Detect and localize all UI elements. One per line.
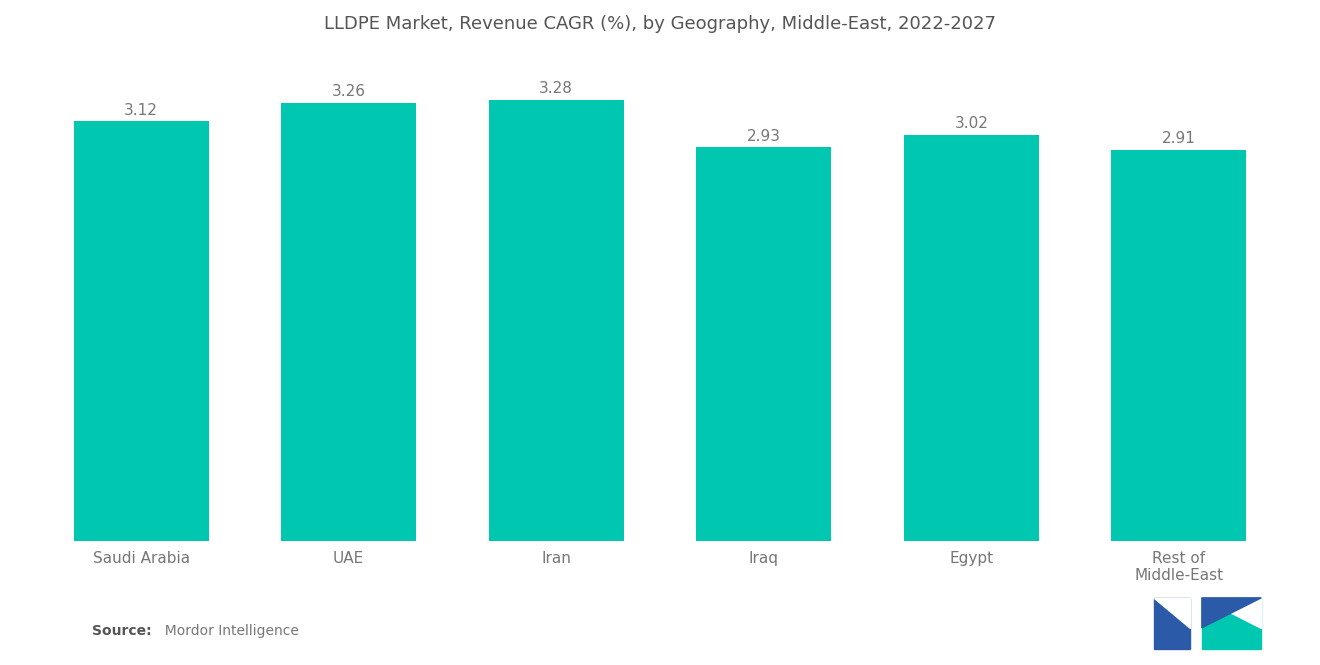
- Polygon shape: [1203, 598, 1262, 628]
- Text: Source:: Source:: [92, 624, 152, 638]
- Polygon shape: [1203, 598, 1262, 649]
- Bar: [904, 135, 1039, 541]
- Polygon shape: [1154, 598, 1191, 628]
- Bar: [697, 147, 832, 541]
- Text: 3.28: 3.28: [540, 82, 573, 96]
- Title: LLDPE Market, Revenue CAGR (%), by Geography, Middle-East, 2022-2027: LLDPE Market, Revenue CAGR (%), by Geogr…: [323, 15, 997, 33]
- Bar: [1111, 150, 1246, 541]
- Bar: [281, 102, 416, 541]
- Bar: [488, 100, 623, 541]
- Text: 2.93: 2.93: [747, 128, 781, 144]
- Polygon shape: [1203, 598, 1262, 628]
- Text: 2.91: 2.91: [1162, 131, 1196, 146]
- Bar: [74, 122, 209, 541]
- Text: 3.02: 3.02: [954, 116, 989, 132]
- Text: 3.26: 3.26: [331, 84, 366, 99]
- Text: Mordor Intelligence: Mordor Intelligence: [156, 624, 298, 638]
- Text: 3.12: 3.12: [124, 103, 158, 118]
- Polygon shape: [1154, 598, 1191, 649]
